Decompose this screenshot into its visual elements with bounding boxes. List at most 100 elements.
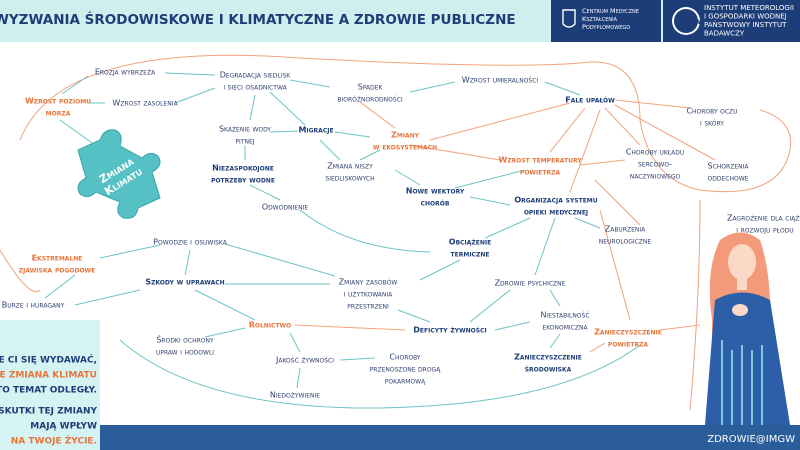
link — [174, 87, 216, 104]
footer-email: zdrowie@imgw — [707, 434, 795, 445]
link — [296, 367, 301, 389]
node-label: Wzrost poziomu — [25, 97, 91, 106]
node: Jakość żywności — [275, 356, 334, 365]
link — [249, 184, 281, 201]
link — [289, 79, 331, 88]
node-label: Jakość żywności — [275, 356, 334, 365]
link — [599, 209, 631, 321]
neck — [737, 278, 747, 290]
node: Zmiana niszy siedliskowych — [325, 162, 374, 183]
link — [579, 159, 626, 166]
logo-cmkp-text: Kształcenia — [582, 15, 618, 23]
link — [294, 324, 406, 331]
node-label: opieki medycznej — [524, 208, 588, 217]
node: Choroby układu sercowo-naczyniowego — [626, 148, 685, 181]
cmkp-emblem — [562, 9, 576, 28]
node: Fale upałów — [565, 96, 615, 105]
node-label: Skażenie wody — [219, 125, 271, 134]
logo-imgw-text: i Gospodarki Wodnej — [704, 13, 787, 21]
logo-imgw-text: Państwowy Instytut — [704, 20, 787, 29]
node: Zmiany w ekosystemach — [373, 131, 437, 152]
link — [164, 72, 216, 76]
link — [689, 199, 701, 411]
node-label: Deficyty żywności — [413, 326, 486, 335]
link — [61, 75, 89, 95]
link — [469, 196, 511, 206]
node-label: termiczne — [451, 250, 490, 259]
node-label: siedliskowych — [325, 174, 374, 183]
message-line: Może Ci się wydawać, — [0, 354, 97, 366]
node: Spadek bioróżnorodności — [337, 83, 403, 104]
link — [289, 332, 301, 353]
logo-cmkp-box — [551, 0, 661, 42]
link — [614, 99, 691, 109]
node: Powodzie i osuwiska — [153, 238, 228, 247]
node-label: Środki ochrony — [156, 334, 214, 345]
node-label: środowiska — [525, 365, 572, 374]
node: Niedożywienie — [270, 391, 320, 400]
link — [359, 149, 381, 161]
link — [549, 289, 561, 307]
link — [494, 321, 531, 331]
node: Rolnictwo — [249, 321, 292, 330]
link — [59, 119, 96, 146]
link — [119, 339, 641, 409]
link — [99, 244, 161, 259]
node-label: powietrza — [520, 168, 561, 177]
node: Zmiany zasobów i użytkowania przestrzeni — [339, 278, 398, 311]
logo-imgw-text: Badawczy — [704, 30, 745, 38]
node-label: Choroby układu — [626, 148, 685, 157]
node-label: Obciążenie — [449, 238, 491, 247]
node-label: Spadek — [358, 83, 384, 92]
imgw-emblem-inner — [674, 9, 698, 33]
link — [594, 179, 641, 226]
node-label: Degradacja siedlisk — [220, 71, 292, 80]
link — [359, 101, 396, 129]
message-line: Ale skutki tej zmiany — [0, 407, 97, 417]
node: Burze i huragany — [2, 301, 65, 310]
dress-stripes — [721, 340, 763, 425]
link — [454, 169, 526, 189]
node-label: Zagrożenie dla ciąży — [727, 214, 800, 223]
node: Skażenie wody pitnej — [219, 125, 271, 146]
link — [394, 169, 421, 186]
message-line: na Twoje życie. — [11, 436, 97, 447]
link — [549, 333, 561, 349]
imgw-mark: IMGW — [678, 18, 701, 26]
node-label: Niestabilność — [540, 311, 589, 320]
node-label: Migracje — [298, 126, 333, 135]
link — [339, 357, 376, 361]
message-line: to temat odległy. — [0, 386, 97, 396]
link — [544, 81, 581, 96]
link — [74, 289, 141, 306]
link — [319, 139, 341, 161]
link — [224, 243, 336, 277]
node-label: Odwodnienie — [262, 203, 308, 212]
node-label: Zanieczyszczenie — [594, 328, 662, 337]
link — [409, 81, 456, 93]
node: Deficyty żywności — [413, 326, 486, 335]
node-label: Zmiany — [391, 131, 420, 140]
node: Zagrożenie dla ciąży i rozwoju płodu — [727, 214, 800, 235]
node-label: ekonomiczna — [542, 323, 588, 332]
node-label: Zmiana niszy — [327, 162, 373, 171]
node-label: Schorzenia — [708, 162, 750, 171]
node-label: i sieci osadnictwa — [223, 83, 287, 92]
node-label: pokarmową — [385, 377, 426, 386]
node-label: Niezaspokojone — [212, 164, 274, 173]
node: Wzrost zasolenia — [112, 99, 178, 108]
message-line: że zmiana klimatu — [0, 370, 97, 381]
link — [269, 91, 306, 126]
link — [469, 289, 511, 323]
link — [299, 209, 431, 253]
node-label: Choroby — [389, 353, 421, 362]
node: Schorzenia oddechowe — [708, 162, 750, 183]
node-label: i skóry — [700, 119, 724, 128]
link — [614, 104, 716, 161]
node-label: Fale upałów — [565, 96, 615, 105]
node-label: w ekosystemach — [373, 143, 437, 152]
node-label: Niedożywienie — [270, 391, 320, 400]
node-label: pitnej — [235, 137, 254, 146]
message-box — [0, 320, 100, 450]
